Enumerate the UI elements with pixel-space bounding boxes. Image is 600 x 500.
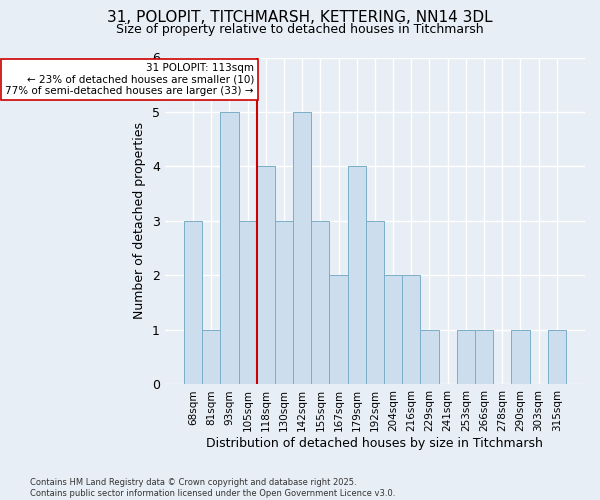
Bar	[239, 221, 257, 384]
Bar	[421, 330, 439, 384]
Bar	[457, 330, 475, 384]
Text: 31, POLOPIT, TITCHMARSH, KETTERING, NN14 3DL: 31, POLOPIT, TITCHMARSH, KETTERING, NN14…	[107, 10, 493, 25]
Bar	[311, 221, 329, 384]
Bar	[347, 166, 366, 384]
Bar	[366, 221, 384, 384]
Bar	[202, 330, 220, 384]
Bar	[402, 276, 421, 384]
Bar	[275, 221, 293, 384]
Text: 31 POLOPIT: 113sqm
← 23% of detached houses are smaller (10)
77% of semi-detache: 31 POLOPIT: 113sqm ← 23% of detached hou…	[5, 63, 254, 96]
Bar	[329, 276, 347, 384]
Text: Size of property relative to detached houses in Titchmarsh: Size of property relative to detached ho…	[116, 22, 484, 36]
Bar	[511, 330, 530, 384]
Bar	[384, 276, 402, 384]
Text: Contains HM Land Registry data © Crown copyright and database right 2025.
Contai: Contains HM Land Registry data © Crown c…	[30, 478, 395, 498]
Bar	[293, 112, 311, 384]
Bar	[475, 330, 493, 384]
Bar	[220, 112, 239, 384]
Bar	[184, 221, 202, 384]
X-axis label: Distribution of detached houses by size in Titchmarsh: Distribution of detached houses by size …	[206, 437, 544, 450]
Bar	[257, 166, 275, 384]
Y-axis label: Number of detached properties: Number of detached properties	[133, 122, 146, 320]
Bar	[548, 330, 566, 384]
